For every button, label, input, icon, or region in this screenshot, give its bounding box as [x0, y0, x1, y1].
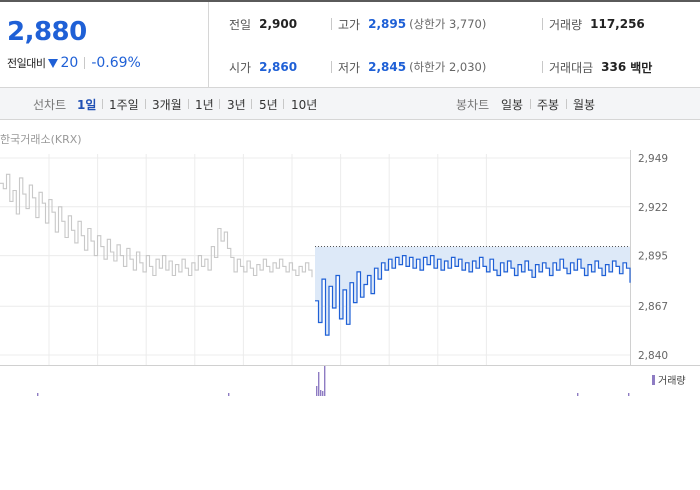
y-tick-label: 2,949 — [638, 153, 668, 165]
period-3y[interactable]: 3년 — [227, 98, 246, 112]
amount-cell: 거래대금 336 백만 — [549, 57, 652, 77]
upper-limit-text: (상한가 3,770) — [409, 17, 487, 31]
open-cell: 시가 2,860 — [229, 57, 297, 77]
top-border — [0, 0, 700, 2]
volume-chart — [37, 366, 630, 396]
divider — [331, 61, 332, 73]
volume-value: 117,256 — [590, 17, 645, 31]
low-value: 2,845 — [368, 60, 407, 74]
period-1y[interactable]: 1년 — [195, 98, 214, 112]
volume-legend-swatch — [652, 374, 655, 385]
change-label: 전일대비 — [7, 57, 46, 70]
divider — [542, 61, 543, 73]
low-cell: 저가 2,845 (하한가 2,030) — [338, 57, 486, 77]
volume-bar — [316, 386, 318, 396]
period-10y[interactable]: 10년 — [291, 98, 318, 112]
period-1w[interactable]: 1주일 — [109, 98, 139, 112]
volume-bar — [318, 372, 320, 396]
volume-legend-label: 거래량 — [658, 376, 686, 387]
divider — [145, 99, 146, 109]
y-tick-label: 2,922 — [638, 202, 668, 214]
low-label: 저가 — [338, 60, 361, 75]
period-1d[interactable]: 1일 — [77, 98, 97, 112]
high-cell: 고가 2,895 (상한가 3,770) — [338, 14, 486, 34]
divider — [530, 99, 531, 109]
volume-bar — [228, 393, 230, 396]
series-today-fill — [315, 246, 630, 336]
volume-bar — [577, 393, 579, 396]
line-chart-label: 선차트 — [33, 98, 67, 112]
divider — [542, 18, 543, 30]
lower-limit-text: (하한가 2,030) — [409, 60, 487, 74]
volume-bar — [628, 393, 630, 396]
down-triangle-icon — [48, 58, 59, 68]
volume-bar — [322, 391, 324, 396]
volume-label: 거래량 — [549, 17, 583, 32]
candle-weekly[interactable]: 주봉 — [537, 98, 560, 112]
divider — [566, 99, 567, 109]
volume-legend: 거래량 — [652, 372, 686, 387]
period-3m[interactable]: 3개월 — [152, 98, 182, 112]
price-box: 2,880 전일대비 20 -0.69% — [0, 2, 209, 88]
exchange-label: 한국거래소(KRX) — [0, 133, 82, 146]
amount-unit: 백만 — [630, 60, 653, 75]
prev-close-value: 2,900 — [259, 17, 298, 31]
prev-close-label: 전일 — [229, 17, 252, 32]
divider — [283, 99, 284, 109]
y-tick-label: 2,895 — [638, 251, 668, 263]
y-tick-label: 2,867 — [638, 301, 668, 313]
quote-panel: 2,880 전일대비 20 -0.69% 전일 2,900 고가 2,895 (… — [0, 2, 700, 88]
divider — [219, 99, 220, 109]
amount-label: 거래대금 — [549, 60, 594, 75]
divider — [188, 99, 189, 109]
open-label: 시가 — [229, 60, 252, 75]
candle-monthly[interactable]: 월봉 — [573, 98, 596, 112]
volume-bar — [320, 390, 322, 396]
open-value: 2,860 — [259, 60, 298, 74]
change-value: 20 — [60, 55, 79, 71]
volume-bar — [37, 393, 39, 396]
change-row: 전일대비 20 -0.69% — [7, 54, 141, 72]
divider — [251, 99, 252, 109]
series-prev-line — [0, 173, 313, 278]
current-price: 2,880 — [7, 17, 87, 47]
volume-bar — [324, 366, 326, 396]
high-label: 고가 — [338, 17, 361, 32]
candle-daily[interactable]: 일봉 — [501, 98, 524, 112]
y-tick-label: 2,840 — [638, 350, 668, 362]
amount-value: 336 — [601, 60, 627, 74]
volume-cell: 거래량 117,256 — [549, 14, 645, 34]
divider — [102, 99, 103, 109]
intraday-price-chart[interactable]: 2,949 2,922 2,895 2,867 2,840 — [0, 150, 700, 366]
high-value: 2,895 — [368, 17, 407, 31]
change-rate: -0.69% — [91, 55, 141, 71]
candle-chart-label: 봉차트 — [456, 98, 490, 112]
prev-close-cell: 전일 2,900 — [229, 14, 297, 34]
divider — [331, 18, 332, 30]
change-divider — [84, 57, 86, 69]
period-5y[interactable]: 5년 — [259, 98, 278, 112]
chart-toolbar: 선차트 1일 1주일 3개월 1년 3년 5년 10년 봉차트 일봉 주봉 월봉 — [0, 88, 700, 120]
series-today-line — [315, 255, 631, 336]
